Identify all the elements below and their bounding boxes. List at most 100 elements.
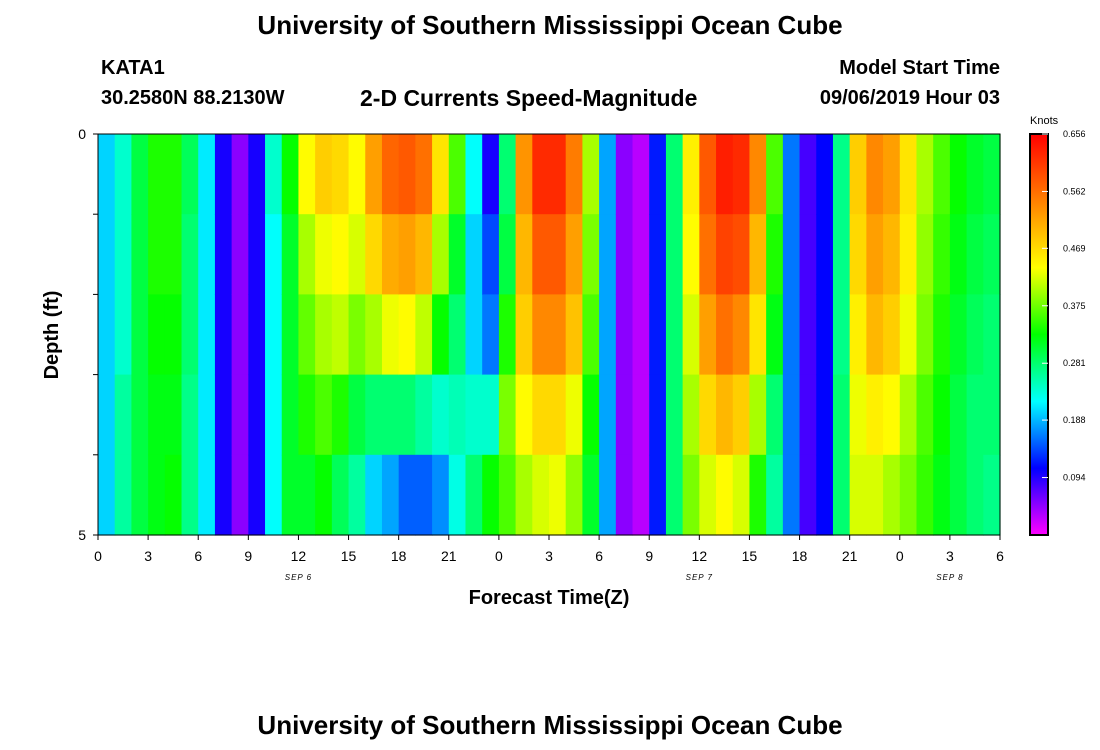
y-tick-label: 5 — [78, 527, 86, 543]
heatmap-cell — [866, 134, 884, 215]
heatmap-cell — [448, 134, 467, 215]
x-tick-label: 6 — [996, 548, 1004, 564]
heatmap-cell — [949, 294, 968, 376]
heatmap-cell — [181, 454, 199, 536]
heatmap-cell — [515, 134, 533, 215]
x-tick-label: 3 — [946, 548, 954, 564]
colorbar: Knots 0.656 0.562 0.469 0.375 0.281 0.188 0.09… — [1029, 115, 1086, 536]
heatmap-cell — [849, 214, 867, 295]
heatmap-cell — [949, 214, 968, 295]
heatmap-cell — [883, 454, 901, 536]
heatmap-cell — [381, 374, 400, 456]
heatmap-cell — [832, 214, 851, 295]
heatmap-cell — [482, 374, 500, 456]
x-tick-label: 0 — [495, 548, 503, 564]
colorbar-tick-label: 0.188 — [1063, 415, 1086, 425]
heatmap-cell — [315, 454, 333, 536]
date-label: SEP 8 — [936, 573, 963, 582]
heatmap-cell — [599, 374, 617, 456]
heatmap-cell — [248, 134, 266, 215]
heatmap-cell — [498, 294, 517, 376]
footer-title: University of Southern Mississippi Ocean… — [257, 710, 843, 740]
x-axis-label: Forecast Time(Z) — [469, 587, 630, 609]
heatmap-cell — [682, 374, 700, 456]
heatmap-cell — [432, 374, 450, 456]
heatmap-cell — [716, 294, 734, 376]
heatmap-cell — [432, 294, 450, 376]
heatmap-cell — [866, 294, 884, 376]
heatmap-cell — [832, 374, 851, 456]
heatmap-cell — [181, 214, 199, 295]
heatmap-cell — [716, 214, 734, 295]
heatmap-cell — [849, 294, 867, 376]
heatmap-cell — [315, 134, 333, 215]
heatmap-cell — [465, 374, 483, 456]
heatmap-cell — [749, 294, 767, 376]
x-tick-label: 21 — [842, 548, 858, 564]
heatmap-cell — [248, 294, 266, 376]
heatmap-cell — [198, 454, 216, 536]
heatmap-cell — [181, 294, 199, 376]
heatmap-cell — [98, 294, 116, 376]
heatmap-cell — [214, 214, 233, 295]
heatmap-cell — [983, 214, 1001, 295]
heatmap-cell — [549, 374, 567, 456]
heatmap-cell — [281, 454, 300, 536]
heatmap-cell — [498, 454, 517, 536]
heatmap-cell — [315, 214, 333, 295]
heatmap-cell — [649, 454, 667, 536]
x-tick-label: 0 — [896, 548, 904, 564]
heatmap-cell — [131, 294, 149, 376]
heatmap-cell — [766, 454, 784, 536]
heatmap-cell — [465, 454, 483, 536]
page-title: University of Southern Mississippi Ocean… — [257, 10, 843, 40]
heatmap-cell — [883, 214, 901, 295]
heatmap-cell — [582, 214, 600, 295]
heatmap-cell — [231, 454, 249, 536]
heatmap-cell — [298, 134, 316, 215]
heatmap-cell — [348, 134, 366, 215]
heatmap-cell — [532, 374, 550, 456]
heatmap-cell — [933, 374, 951, 456]
heatmap-cell — [899, 214, 918, 295]
heatmap-cell — [832, 294, 851, 376]
x-tick-label: 9 — [244, 548, 252, 564]
heatmap-cell — [749, 374, 767, 456]
heatmap-cell — [582, 374, 600, 456]
heatmap-cell — [816, 374, 834, 456]
heatmap-cell — [265, 454, 283, 536]
heatmap-cell — [949, 134, 968, 215]
heatmap-cell — [281, 374, 300, 456]
heatmap-cell — [732, 374, 751, 456]
heatmap-cell — [148, 374, 166, 456]
heatmap-cell — [933, 294, 951, 376]
heatmap-cell — [465, 214, 483, 295]
heatmap-cell — [949, 454, 968, 536]
heatmap-cell — [615, 294, 634, 376]
x-tick-label: 18 — [792, 548, 808, 564]
heatmap-cell — [916, 294, 934, 376]
heatmap-cell — [565, 214, 583, 295]
heatmap-cell — [816, 454, 834, 536]
heatmap-cell — [632, 374, 650, 456]
x-tick-label: 15 — [341, 548, 357, 564]
heatmap-cell — [482, 294, 500, 376]
heatmap-cell — [432, 454, 450, 536]
heatmap-cell — [465, 294, 483, 376]
colorbar-tick-label: 0.656 — [1063, 129, 1086, 139]
chart-title: 2-D Currents Speed-Magnitude — [360, 85, 698, 111]
heatmap-cell — [916, 214, 934, 295]
heatmap-cell — [482, 454, 500, 536]
heatmap-cell — [365, 454, 383, 536]
heatmap-cell — [799, 374, 817, 456]
x-tick-label: 9 — [645, 548, 653, 564]
heatmap-cell — [131, 134, 149, 215]
heatmap-cell — [231, 214, 249, 295]
heatmap-cell — [198, 134, 216, 215]
heatmap-cell — [782, 294, 801, 376]
heatmap-cell — [699, 454, 717, 536]
x-tick-label: 0 — [94, 548, 102, 564]
heatmap-cell — [749, 134, 767, 215]
heatmap-cell — [281, 214, 300, 295]
